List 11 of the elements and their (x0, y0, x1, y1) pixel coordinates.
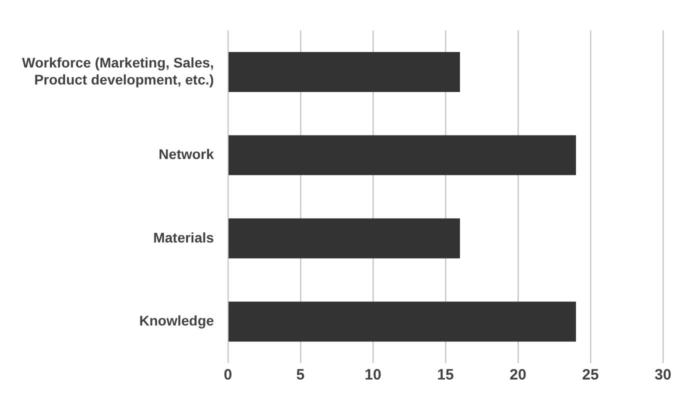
x-tick-label: 10 (364, 366, 382, 384)
y-tick-label: Knowledge (139, 312, 214, 328)
x-tick-label: 0 (224, 366, 232, 384)
y-tick-label: Network (158, 146, 214, 162)
x-tick-label: 5 (296, 366, 305, 384)
y-tick-label: Materials (153, 229, 214, 246)
y-tick-label: Workforce (Marketing, Sales, Product development, etc.) (22, 54, 214, 88)
x-tick-label: 15 (437, 366, 454, 384)
x-tick-label: 20 (510, 366, 526, 384)
x-tick-label: 25 (582, 366, 599, 384)
x-tick-label: 30 (654, 366, 672, 384)
